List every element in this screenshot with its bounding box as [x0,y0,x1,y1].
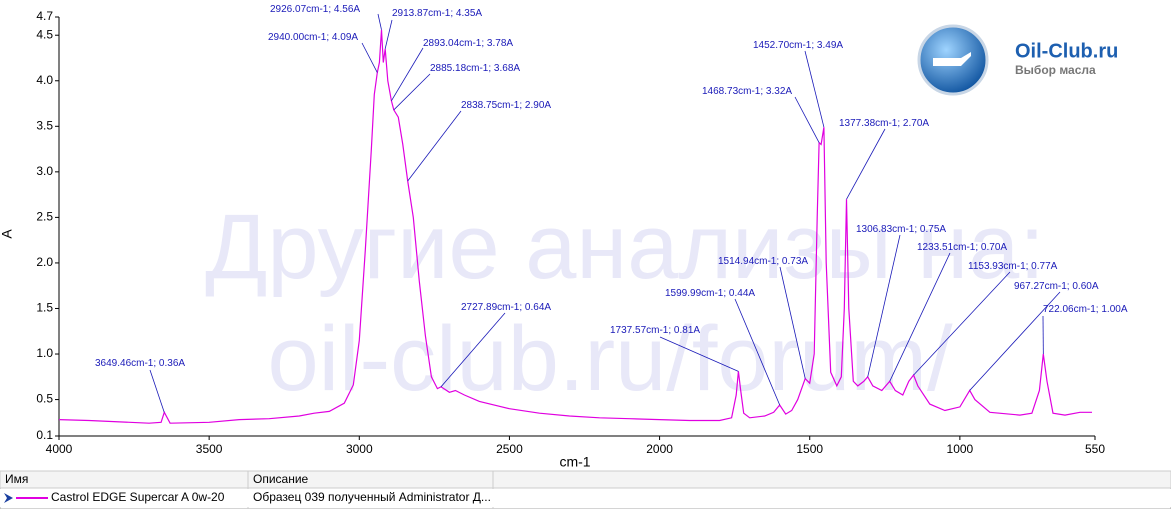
legend-table: Имя Описание Castrol EDGE Supercar A 0w-… [0,471,1171,509]
x-tick-label: 2000 [646,442,673,456]
y-tick-label: 0.1 [36,428,53,442]
x-tick-label: 3000 [346,442,373,456]
annotation-label: 1468.73cm-1; 3.32A [702,86,792,97]
annotation-label: 1452.70cm-1; 3.49A [753,40,843,51]
y-tick-label: 4.7 [36,9,53,23]
y-tick-label: 3.5 [36,118,53,132]
annotation-label: 2838.75cm-1; 2.90A [461,100,551,111]
y-tick-label: 0.5 [36,392,53,406]
annotation-label: 1306.83cm-1; 0.75A [856,224,946,235]
annotation-label: 3649.46cm-1; 0.36A [95,358,185,369]
logo-title: Oil-Club.ru [1015,40,1118,62]
x-tick-label: 1500 [796,442,823,456]
annotation-label: 967.27cm-1; 0.60A [1014,281,1099,292]
column-header: Имя [5,472,28,486]
logo-subtitle: Выбор масла [1015,63,1096,77]
x-tick-label: 3500 [196,442,223,456]
series-description: Образец 039 полученный Administrator Д..… [253,490,491,504]
annotation-label: 1233.51cm-1; 0.70A [917,242,1007,253]
x-tick-label: 4000 [46,442,73,456]
table-header [0,471,1171,488]
annotation-label: 2885.18cm-1; 3.68A [430,63,520,74]
column-header: Описание [253,472,309,486]
x-axis-label: cm-1 [559,454,590,470]
annotation-label: 2926.07cm-1; 4.56A [270,4,360,15]
annotation-label: 1514.94cm-1; 0.73A [718,256,808,267]
annotation-label: 1377.38cm-1; 2.70A [839,118,929,129]
annotation-label: 1599.99cm-1; 0.44A [665,288,755,299]
annotation-label: 722.06cm-1; 1.00A [1043,304,1128,315]
x-tick-label: 1000 [947,442,974,456]
y-tick-label: 4.5 [36,27,53,41]
y-tick-label: 1.5 [36,301,53,315]
y-tick-label: 1.0 [36,346,53,360]
y-tick-label: 2.0 [36,255,53,269]
series-name: Castrol EDGE Supercar A 0w-20 [51,490,225,504]
x-tick-label: 550 [1085,442,1105,456]
annotation-label: 1153.93cm-1; 0.77A [968,261,1058,272]
y-axis-label: A [0,229,15,239]
annotation-label: 2727.89cm-1; 0.64A [461,302,551,313]
annotation-label: 2940.00cm-1; 4.09A [268,32,358,43]
annotation-label: 2893.04cm-1; 3.78A [423,38,513,49]
annotation-label: 1737.57cm-1; 0.81A [610,325,700,336]
annotation-label: 2913.87cm-1; 4.35A [392,8,482,19]
y-tick-label: 3.0 [36,164,53,178]
x-tick-label: 2500 [496,442,523,456]
y-tick-label: 2.5 [36,210,53,224]
y-tick-label: 4.0 [36,73,53,87]
